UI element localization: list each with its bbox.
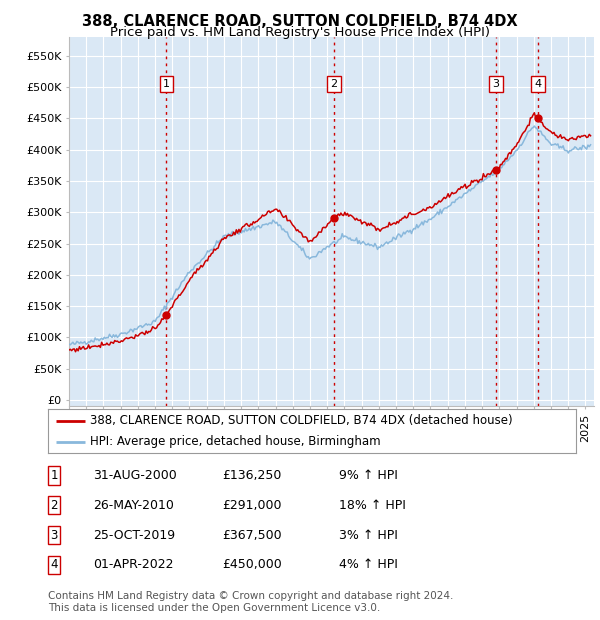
Text: 3: 3: [493, 79, 500, 89]
Text: 18% ↑ HPI: 18% ↑ HPI: [339, 499, 406, 511]
Text: 388, CLARENCE ROAD, SUTTON COLDFIELD, B74 4DX: 388, CLARENCE ROAD, SUTTON COLDFIELD, B7…: [82, 14, 518, 29]
Text: Contains HM Land Registry data © Crown copyright and database right 2024.
This d: Contains HM Land Registry data © Crown c…: [48, 591, 454, 613]
Text: HPI: Average price, detached house, Birmingham: HPI: Average price, detached house, Birm…: [90, 435, 381, 448]
Text: £367,500: £367,500: [222, 529, 281, 541]
Text: 4% ↑ HPI: 4% ↑ HPI: [339, 559, 398, 571]
Text: £136,250: £136,250: [222, 469, 281, 482]
Text: 3: 3: [50, 529, 58, 541]
Text: Price paid vs. HM Land Registry's House Price Index (HPI): Price paid vs. HM Land Registry's House …: [110, 26, 490, 39]
Text: 1: 1: [50, 469, 58, 482]
Text: 2: 2: [50, 499, 58, 511]
Text: 1: 1: [163, 79, 170, 89]
Text: 26-MAY-2010: 26-MAY-2010: [93, 499, 174, 511]
Text: 4: 4: [535, 79, 542, 89]
Text: £291,000: £291,000: [222, 499, 281, 511]
Text: 388, CLARENCE ROAD, SUTTON COLDFIELD, B74 4DX (detached house): 388, CLARENCE ROAD, SUTTON COLDFIELD, B7…: [90, 414, 513, 427]
Text: 2: 2: [331, 79, 338, 89]
Text: 3% ↑ HPI: 3% ↑ HPI: [339, 529, 398, 541]
Text: 31-AUG-2000: 31-AUG-2000: [93, 469, 177, 482]
Text: 25-OCT-2019: 25-OCT-2019: [93, 529, 175, 541]
Text: 9% ↑ HPI: 9% ↑ HPI: [339, 469, 398, 482]
Text: 4: 4: [50, 559, 58, 571]
Text: £450,000: £450,000: [222, 559, 282, 571]
Text: 01-APR-2022: 01-APR-2022: [93, 559, 173, 571]
